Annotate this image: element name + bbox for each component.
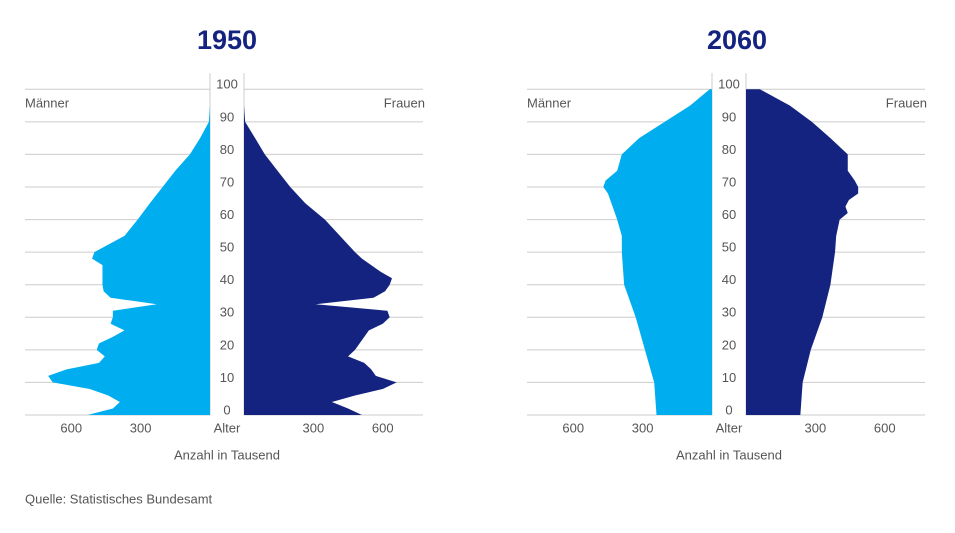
legend-label: Männer xyxy=(25,95,70,110)
y-axis-label: Alter xyxy=(214,420,241,435)
x-tick-label: 300 xyxy=(303,420,325,435)
y-tick-label: 20 xyxy=(722,337,736,352)
x-tick-label: 300 xyxy=(632,420,654,435)
y-tick-label: 30 xyxy=(220,305,234,320)
x-tick-label: 600 xyxy=(60,420,82,435)
y-tick-label: 0 xyxy=(223,402,230,417)
x-axis-label: Anzahl in Tausend xyxy=(676,447,782,462)
y-tick-label: 50 xyxy=(722,240,736,255)
x-tick-label: 600 xyxy=(874,420,896,435)
y-tick-label: 10 xyxy=(220,370,234,385)
chart-title: 1950 xyxy=(197,25,257,55)
y-tick-label: 60 xyxy=(220,207,234,222)
y-tick-label: 90 xyxy=(220,109,234,124)
y-tick-label: 70 xyxy=(220,174,234,189)
population-area xyxy=(244,89,397,416)
y-tick-label: 80 xyxy=(722,142,736,157)
y-tick-label: 40 xyxy=(722,272,736,287)
y-tick-label: 80 xyxy=(220,142,234,157)
x-tick-label: 600 xyxy=(372,420,394,435)
y-tick-label: 0 xyxy=(725,402,732,417)
population-area xyxy=(48,89,210,416)
x-tick-label: 300 xyxy=(130,420,152,435)
y-axis-label: Alter xyxy=(716,420,743,435)
x-axis-label: Anzahl in Tausend xyxy=(174,447,280,462)
y-tick-label: 90 xyxy=(722,109,736,124)
legend-label: Frauen xyxy=(384,95,425,110)
legend-label: Frauen xyxy=(886,95,927,110)
population-area xyxy=(746,89,859,416)
y-tick-label: 40 xyxy=(220,272,234,287)
population-area xyxy=(603,89,712,416)
x-tick-label: 600 xyxy=(562,420,584,435)
y-tick-label: 20 xyxy=(220,337,234,352)
y-tick-label: 100 xyxy=(718,77,740,92)
source: Quelle: Statistisches Bundesamt xyxy=(25,491,213,506)
y-tick-label: 50 xyxy=(220,240,234,255)
y-tick-label: 70 xyxy=(722,174,736,189)
y-tick-label: 60 xyxy=(722,207,736,222)
x-tick-label: 300 xyxy=(805,420,827,435)
y-tick-label: 30 xyxy=(722,305,736,320)
y-tick-label: 100 xyxy=(216,77,238,92)
y-tick-label: 10 xyxy=(722,370,736,385)
chart-title: 2060 xyxy=(707,25,767,55)
legend-label: Männer xyxy=(527,95,572,110)
